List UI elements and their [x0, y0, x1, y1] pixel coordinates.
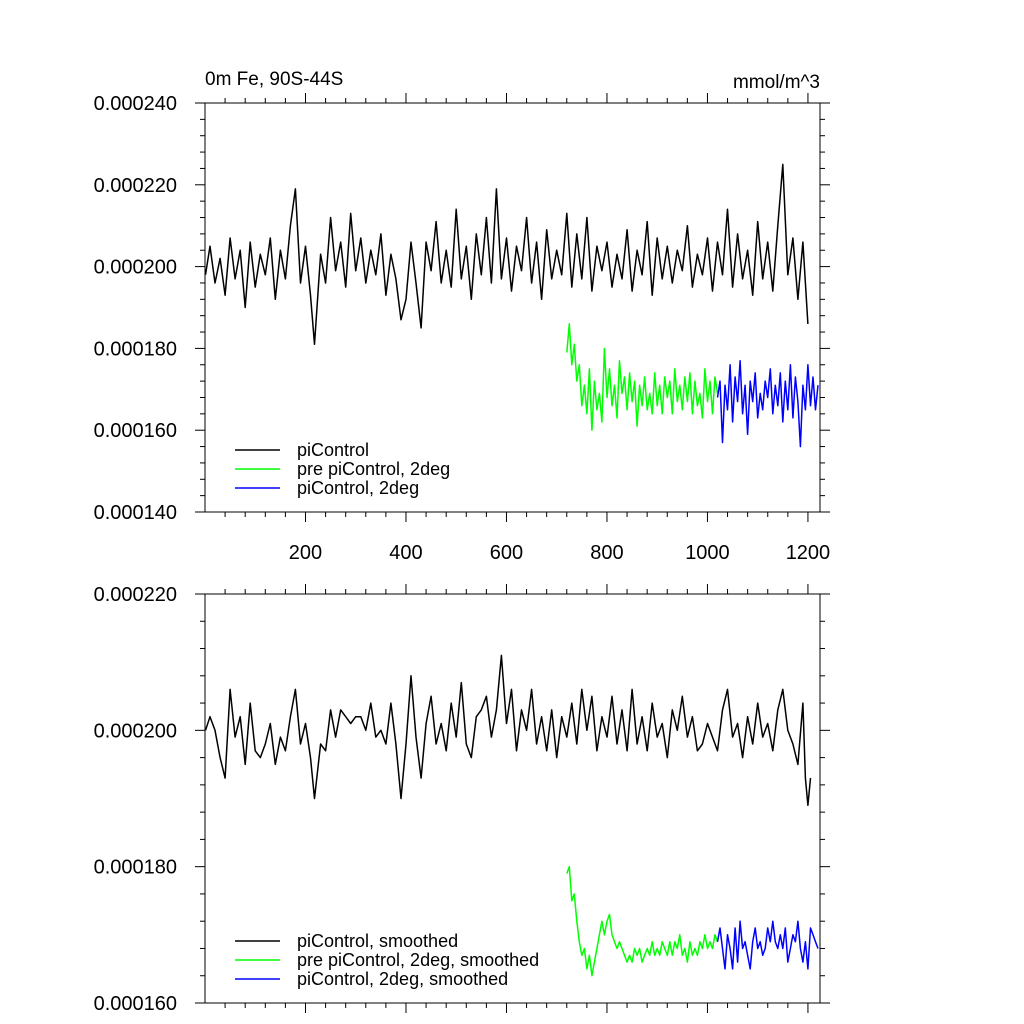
plot-frame [204, 102, 821, 513]
legend-label: piControl, smoothed [297, 931, 458, 951]
y-tick-label: 0.000220 [94, 175, 177, 197]
y-tick-label: 0.000200 [94, 720, 177, 742]
bottom-panel: 0.000160 0.000180 0.000200 0.000220 piContro… [94, 584, 830, 1015]
top-panel: 0.000140 0.000160 0.000180 0.000200 0.000220… [94, 69, 831, 564]
chart-title-left: 0m Fe, 90S-44S [205, 69, 343, 90]
y-tick-label: 0.000220 [94, 584, 177, 606]
x-tick-label: 1000 [685, 542, 730, 564]
series-line-1-1 [566, 865, 719, 977]
y-tick-label: 0.000180 [94, 338, 177, 360]
legend-label: piControl, 2deg, smoothed [297, 969, 508, 989]
series-line-1-0 [204, 654, 812, 807]
legend-label: piControl [297, 440, 369, 460]
y-tick-label: 0.000160 [94, 993, 177, 1015]
y-tick-label: 0.000240 [94, 93, 177, 115]
series-line-0-0 [204, 163, 809, 346]
chart-title-right: mmol/m^3 [733, 72, 820, 93]
x-tick-label: 200 [289, 542, 322, 564]
x-tick-label: 600 [490, 542, 523, 564]
x-tick-label: 1200 [786, 542, 831, 564]
x-tick-label: 400 [389, 542, 422, 564]
y-tick-label: 0.000140 [94, 502, 177, 524]
y-tick-label: 0.000200 [94, 257, 177, 279]
y-tick-label: 0.000160 [94, 420, 177, 442]
y-tick-label: 0.000180 [94, 857, 177, 879]
x-tick-label: 800 [590, 542, 623, 564]
legend-label: pre piControl, 2deg [297, 459, 450, 479]
series-line-0-1 [566, 323, 719, 431]
legend-label: piControl, 2deg [297, 478, 419, 498]
plot-frame [204, 593, 821, 1004]
series-line-0-2 [716, 359, 819, 448]
legend-label: pre piControl, 2deg, smoothed [297, 950, 539, 970]
series-line-1-2 [716, 920, 819, 970]
